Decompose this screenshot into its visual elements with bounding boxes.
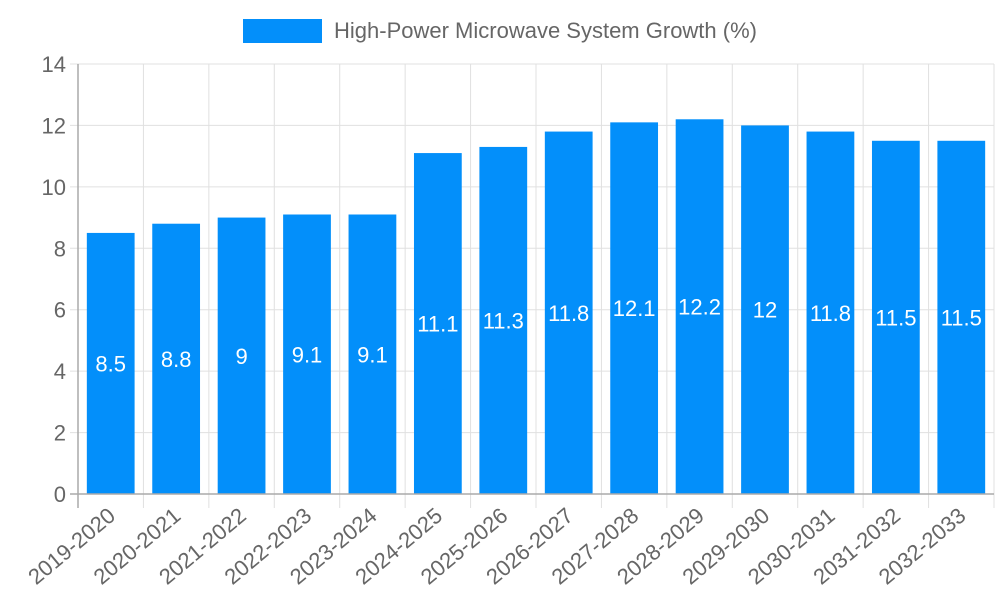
bar[interactable] (871, 140, 920, 495)
bar[interactable] (413, 153, 462, 495)
bar[interactable] (610, 122, 659, 494)
y-tick-label: 6 (54, 298, 66, 323)
y-tick-label: 0 (54, 482, 66, 507)
bar-value-label: 11.8 (548, 301, 589, 326)
y-tick-label: 8 (54, 236, 66, 261)
bar[interactable] (283, 214, 331, 495)
legend-label: High-Power Microwave System Growth (%) (334, 18, 757, 43)
y-tick-label: 12 (42, 113, 66, 138)
bar-value-label: 9.1 (357, 342, 388, 367)
bar-value-label: 11.1 (417, 312, 458, 337)
bar[interactable] (348, 214, 397, 495)
bar[interactable] (741, 125, 789, 494)
bar[interactable] (675, 119, 724, 495)
bar-value-label: 12 (753, 298, 777, 323)
legend-swatch (243, 19, 322, 43)
bar[interactable] (217, 217, 266, 495)
bar-value-label: 11.8 (810, 301, 851, 326)
bar[interactable] (152, 223, 201, 494)
bar-value-label: 9.1 (292, 342, 323, 367)
y-tick-label: 2 (54, 421, 66, 446)
chart-legend[interactable]: High-Power Microwave System Growth (%) (0, 18, 1000, 44)
bar[interactable] (806, 131, 855, 495)
y-tick-label: 10 (42, 175, 66, 200)
bar[interactable] (544, 131, 593, 495)
y-tick-label: 4 (54, 359, 66, 384)
y-tick-label: 14 (42, 52, 66, 77)
bar-value-label: 12.2 (678, 295, 721, 320)
bar[interactable] (86, 232, 135, 494)
bar-value-label: 11.5 (875, 305, 916, 330)
bar-value-label: 12.1 (613, 296, 656, 321)
bar-value-label: 9 (235, 344, 247, 369)
bar-value-label: 11.5 (941, 305, 982, 330)
bar[interactable] (937, 140, 986, 495)
bar-value-label: 8.5 (95, 351, 126, 376)
bar[interactable] (479, 146, 528, 494)
bar-value-label: 8.8 (161, 347, 192, 372)
bar-value-label: 11.3 (483, 308, 524, 333)
